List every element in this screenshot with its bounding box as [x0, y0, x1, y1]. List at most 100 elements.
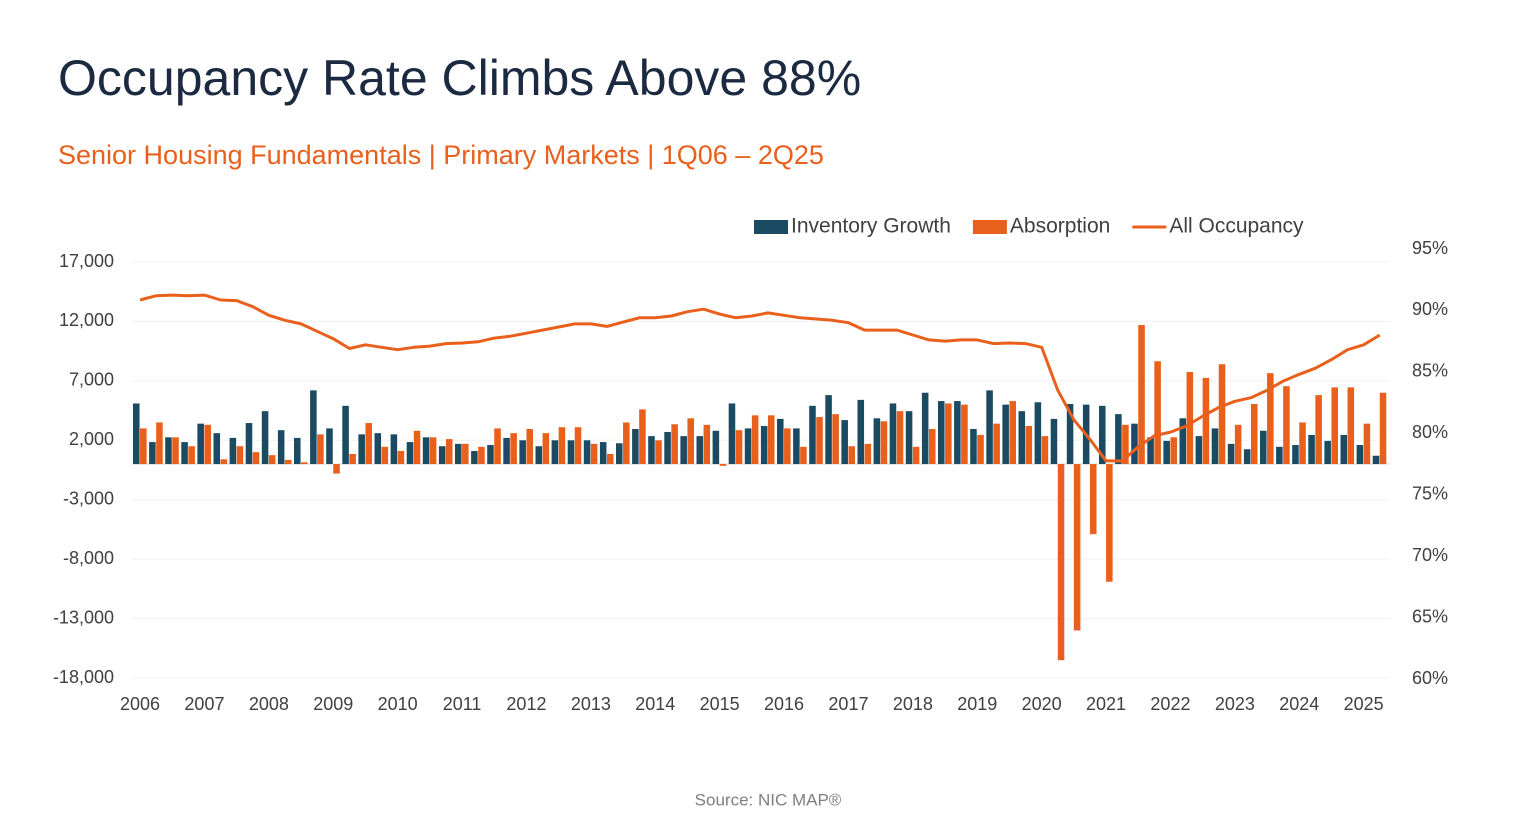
y2-tick-label: 75%: [1412, 483, 1448, 503]
x-tick-label: 2009: [313, 694, 353, 714]
bar: [284, 459, 292, 465]
y2-tick-label: 95%: [1412, 238, 1448, 258]
bar: [1131, 423, 1138, 465]
bar: [1363, 423, 1371, 465]
bar: [1057, 464, 1065, 661]
bar: [1186, 371, 1194, 465]
bar: [777, 418, 784, 465]
bar: [1331, 387, 1338, 465]
bar: [1034, 402, 1042, 465]
bar: [800, 446, 807, 465]
y2-tick-label: 60%: [1412, 668, 1448, 688]
bar: [954, 401, 961, 465]
bar: [928, 428, 936, 465]
bar: [1315, 395, 1322, 465]
bar: [1002, 404, 1009, 465]
bar: [133, 403, 140, 465]
bar: [751, 415, 759, 465]
bar: [1340, 434, 1348, 465]
bar: [1260, 430, 1267, 465]
bar: [494, 428, 501, 465]
bar: [277, 430, 285, 465]
bar: [487, 445, 494, 465]
bar: [664, 431, 671, 465]
bar: [687, 418, 694, 465]
bar: [445, 439, 453, 465]
legend-swatch: [972, 220, 1007, 234]
bar: [760, 426, 768, 465]
bar: [1234, 424, 1242, 465]
bar: [896, 411, 904, 465]
bar: [616, 443, 623, 465]
bar: [680, 436, 687, 465]
bar: [977, 434, 984, 465]
bar: [181, 442, 188, 465]
bar: [342, 405, 349, 465]
bar: [188, 446, 195, 465]
bar: [735, 430, 743, 465]
bar: [1299, 422, 1306, 465]
bar: [889, 403, 897, 465]
source-note: Source: NIC MAP®: [695, 790, 842, 809]
bar: [236, 446, 244, 465]
legend: Inventory Growth Absorption All Occupancy: [754, 215, 1304, 238]
bar: [172, 437, 179, 465]
bar: [1347, 387, 1355, 465]
bar: [1025, 426, 1033, 465]
bar: [438, 446, 446, 465]
bar: [1379, 392, 1387, 465]
bar: [970, 428, 977, 465]
bar: [767, 415, 775, 465]
bar: [149, 442, 156, 465]
bar: [252, 452, 260, 465]
y-tick-label: -8,000: [63, 548, 114, 568]
bar: [1050, 418, 1058, 465]
bar: [864, 443, 872, 465]
bar: [1324, 440, 1331, 465]
bar: [268, 455, 276, 465]
bar: [1243, 449, 1251, 465]
y2-tick-label: 85%: [1412, 361, 1448, 381]
bar: [406, 442, 414, 465]
bar: [912, 446, 920, 465]
y2-tick-label: 90%: [1412, 299, 1448, 319]
bar: [1147, 437, 1154, 465]
bar: [358, 434, 365, 465]
bar: [632, 428, 639, 465]
bar: [1170, 437, 1177, 465]
bar: [793, 428, 800, 465]
bar: [455, 443, 462, 465]
bar: [1202, 377, 1210, 465]
bar: [397, 450, 405, 465]
bar: [220, 459, 228, 465]
bar: [728, 403, 736, 465]
bar: [422, 437, 430, 465]
x-tick-label: 2010: [378, 694, 418, 714]
bar: [583, 440, 591, 465]
bar: [333, 464, 340, 474]
bar: [471, 450, 478, 465]
bar: [519, 440, 526, 465]
bar: [1163, 440, 1170, 465]
bar: [1041, 436, 1049, 465]
chart-title: Occupancy Rate Climbs Above 88%: [58, 50, 861, 106]
y-tick-label: -3,000: [63, 488, 114, 508]
bar: [1211, 428, 1219, 465]
bar: [1089, 464, 1097, 535]
bar: [574, 427, 582, 465]
bar: [204, 424, 211, 465]
bar: [1283, 386, 1290, 465]
x-tick-label: 2014: [635, 694, 675, 714]
x-tick-label: 2016: [764, 694, 804, 714]
bar: [719, 464, 727, 466]
bar: [510, 433, 517, 465]
bar: [326, 428, 333, 465]
bar: [986, 390, 993, 465]
bar: [526, 428, 533, 465]
bar: [825, 395, 832, 465]
bar: [478, 446, 485, 465]
bar: [1227, 443, 1235, 465]
bar: [921, 392, 929, 465]
x-tick-label: 2013: [571, 694, 611, 714]
